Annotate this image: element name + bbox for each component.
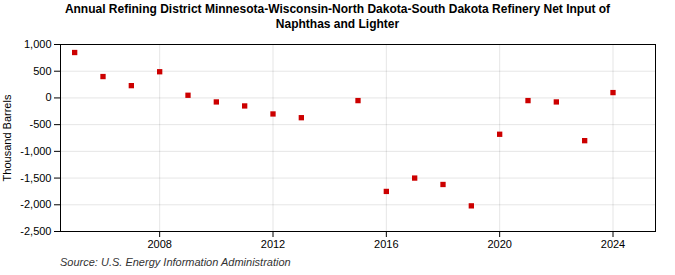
svg-text:2012: 2012 [261, 238, 285, 250]
svg-text:-1,500: -1,500 [20, 172, 51, 184]
svg-text:500: 500 [33, 65, 51, 77]
svg-text:0: 0 [45, 91, 51, 103]
svg-text:-1,000: -1,000 [20, 145, 51, 157]
html-text:Source: U.S. Energy Informatio: Source: U.S. Energy Information Administ… [60, 256, 291, 268]
svg-text:2020: 2020 [487, 238, 511, 250]
svg-text:1,000: 1,000 [24, 38, 52, 50]
svg-text:-2,000: -2,000 [20, 198, 51, 210]
svg-text:-500: -500 [29, 118, 51, 130]
html-text:Naphthas and Lighter: Naphthas and Lighter [275, 17, 400, 31]
svg-text:2008: 2008 [147, 238, 171, 250]
html-text:Annual Refining District Minne: Annual Refining District Minnesota-Wisco… [64, 2, 611, 16]
svg-text:Thousand Barrels: Thousand Barrels [1, 94, 13, 181]
svg-text:2016: 2016 [374, 238, 398, 250]
svg-text:2024: 2024 [601, 238, 625, 250]
svg-text:-2,500: -2,500 [20, 225, 51, 237]
